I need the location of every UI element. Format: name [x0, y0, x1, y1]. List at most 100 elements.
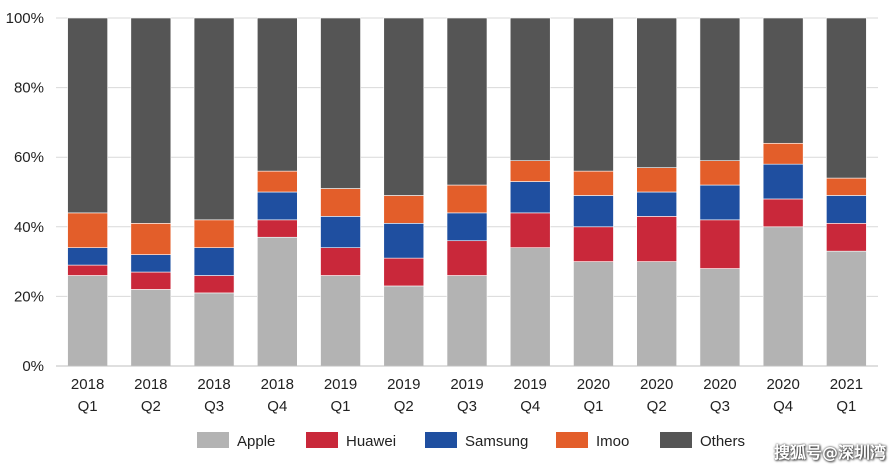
- bar-stack: [193, 17, 235, 367]
- bar-stack: [130, 17, 172, 367]
- bar-segment-imoo: [257, 170, 298, 193]
- x-tick-label-year: 2019: [450, 376, 483, 393]
- bar-segment-imoo: [67, 212, 108, 248]
- bar-segment-imoo: [320, 188, 361, 217]
- bar-segment-others: [573, 17, 614, 172]
- x-tick-label-quarter: Q1: [836, 398, 856, 415]
- legend: Apple Huawei Samsung Imoo Others: [197, 432, 745, 450]
- legend-label: Apple: [237, 433, 275, 450]
- legend-label: Huawei: [346, 433, 396, 450]
- bar-stack: [699, 17, 741, 367]
- y-tick-label: 0%: [22, 358, 44, 375]
- bar-segment-samsung: [509, 181, 551, 214]
- bar-stack: [826, 17, 867, 367]
- bar-segment-imoo: [130, 223, 172, 255]
- bar-segment-huawei: [509, 212, 551, 248]
- bar-segment-others: [762, 17, 804, 144]
- legend-swatch: [556, 432, 588, 448]
- x-axis: 2018 Q1 2018 Q2 2018 Q3 2018 Q4 2019 Q1 2019 Q2 2019…: [56, 365, 878, 415]
- bar-segment-imoo: [699, 160, 741, 186]
- x-tick-label-year: 2021: [830, 376, 863, 393]
- legend-label: Imoo: [596, 433, 629, 450]
- bar-segment-others: [67, 17, 108, 214]
- x-tick-label-year: 2019: [324, 376, 357, 393]
- bar-segment-samsung: [699, 184, 741, 221]
- bar-segment-samsung: [762, 163, 804, 200]
- x-tick-label-quarter: Q4: [520, 398, 540, 415]
- bar-segment-huawei: [67, 264, 108, 276]
- x-tick-label-quarter: Q1: [331, 398, 351, 415]
- legend-swatch: [306, 432, 338, 448]
- bar-segment-others: [130, 17, 172, 224]
- x-tick-label-year: 2019: [387, 376, 420, 393]
- x-tick-label-year: 2020: [640, 376, 673, 393]
- legend-item-imoo: Imoo: [556, 432, 629, 450]
- bar-segment-others: [636, 17, 677, 168]
- bar-segment-samsung: [67, 247, 108, 266]
- bar-segment-apple: [193, 292, 235, 367]
- bar-segment-huawei: [383, 257, 425, 287]
- x-tick-label-year: 2019: [514, 376, 547, 393]
- bar-segment-huawei: [762, 198, 804, 228]
- bar-segment-apple: [67, 275, 108, 367]
- legend-swatch: [425, 432, 457, 448]
- bar-segment-huawei: [446, 240, 488, 276]
- legend-item-huawei: Huawei: [306, 432, 396, 450]
- bar-segment-samsung: [320, 216, 361, 248]
- x-tick-label-year: 2018: [134, 376, 167, 393]
- x-tick-label-quarter: Q3: [457, 398, 477, 415]
- bar-segment-samsung: [636, 191, 677, 217]
- bar-segment-others: [446, 17, 488, 186]
- legend-label: Others: [700, 433, 745, 450]
- bar-stack: [509, 17, 551, 367]
- bar-segment-imoo: [193, 219, 235, 248]
- bar-segment-apple: [573, 261, 614, 367]
- bar-stack: [573, 17, 614, 367]
- legend-item-samsung: Samsung: [425, 432, 528, 450]
- bar-segment-huawei: [320, 247, 361, 276]
- y-tick-label: 80%: [14, 80, 44, 97]
- bar-segment-imoo: [446, 184, 488, 214]
- y-tick-label: 60%: [14, 149, 44, 166]
- y-tick-label: 100%: [6, 10, 44, 27]
- legend-item-others: Others: [660, 432, 745, 450]
- bar-segment-others: [257, 17, 298, 172]
- legend-swatch: [197, 432, 229, 448]
- x-tick-label-quarter: Q1: [583, 398, 603, 415]
- bar-stack: [636, 17, 677, 367]
- bars: [67, 17, 867, 367]
- bar-segment-samsung: [826, 195, 867, 224]
- x-tick-label-quarter: Q3: [204, 398, 224, 415]
- bar-segment-others: [383, 17, 425, 196]
- bar-segment-apple: [636, 261, 677, 367]
- bar-segment-imoo: [826, 177, 867, 196]
- bar-segment-imoo: [573, 170, 614, 196]
- bar-segment-apple: [130, 289, 172, 367]
- bar-segment-apple: [446, 275, 488, 367]
- legend-swatch: [660, 432, 692, 448]
- x-tick-label-year: 2018: [261, 376, 294, 393]
- y-axis: 0% 20% 40% 60% 80% 100%: [6, 10, 44, 375]
- bar-segment-apple: [826, 250, 867, 367]
- bar-segment-huawei: [573, 226, 614, 262]
- bar-segment-samsung: [573, 195, 614, 228]
- bar-segment-imoo: [383, 195, 425, 224]
- bar-segment-apple: [257, 236, 298, 367]
- x-tick-label-year: 2018: [71, 376, 104, 393]
- bar-segment-others: [509, 17, 551, 161]
- x-tick-label-quarter: Q2: [394, 398, 414, 415]
- y-tick-label: 20%: [14, 288, 44, 305]
- watermark: 搜狐号@深圳湾: [773, 443, 886, 462]
- bar-segment-others: [193, 17, 235, 221]
- legend-item-apple: Apple: [197, 432, 275, 450]
- x-tick-label-year: 2020: [766, 376, 799, 393]
- bar-stack: [257, 17, 298, 367]
- bar-stack: [383, 17, 425, 367]
- bar-segment-apple: [383, 285, 425, 367]
- bar-segment-apple: [762, 226, 804, 367]
- bar-segment-samsung: [130, 254, 172, 273]
- bar-segment-samsung: [383, 223, 425, 259]
- bar-stack: [67, 17, 108, 367]
- x-tick-label-quarter: Q4: [267, 398, 287, 415]
